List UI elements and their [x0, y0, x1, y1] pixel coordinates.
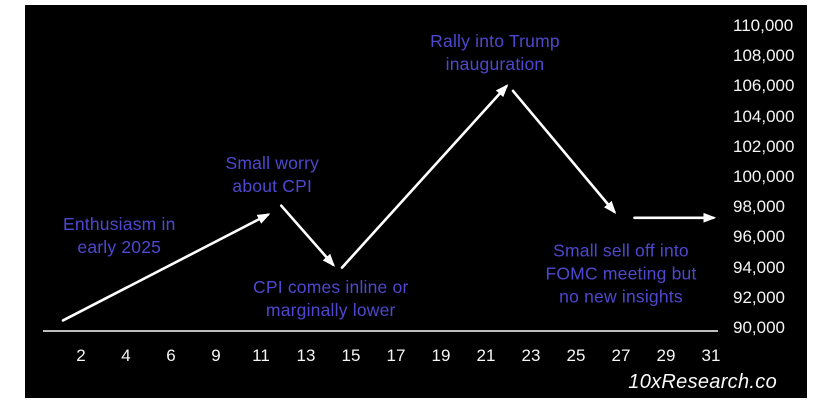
- x-tick-label-25: 25: [566, 346, 586, 365]
- x-tick-label-27: 27: [611, 346, 631, 365]
- x-tick-label-19: 19: [431, 346, 451, 365]
- annotation-line: Small worry: [225, 153, 320, 174]
- annotation-line: Rally into Trump: [430, 31, 560, 52]
- trend-arrow-rally-into-inauguration: [340, 84, 509, 269]
- annotation-line: marginally lower: [265, 300, 396, 321]
- annotation-line: FOMC meeting but: [545, 263, 697, 284]
- x-tick-label-17: 17: [386, 346, 406, 365]
- annotation-fomc-selloff: Small sell off into FOMC meeting but no ne…: [545, 239, 696, 308]
- x-tick-label-23: 23: [521, 346, 541, 365]
- annotation-line: inauguration: [445, 54, 545, 75]
- y-tick-label-90000: 90,000: [733, 318, 785, 337]
- x-tick-label-15: 15: [341, 346, 361, 365]
- annotation-enthusiasm: Enthusiasm in early 2025: [63, 213, 176, 259]
- y-tick-label-106000: 106,000: [733, 76, 795, 96]
- annotation-line: Small sell off into: [553, 240, 689, 261]
- y-tick-label-104000: 104,000: [733, 106, 795, 126]
- y-tick-label-98000: 98,000: [733, 197, 785, 217]
- x-tick-label-29: 29: [656, 346, 676, 365]
- x-tick-label-11: 11: [252, 346, 270, 365]
- annotation-line: about CPI: [232, 176, 313, 197]
- y-tick-label-102000: 102,000: [733, 136, 795, 156]
- x-tick-label-13: 13: [296, 346, 316, 365]
- y-tick-label-96000: 96,000: [733, 227, 785, 247]
- trend-arrow-cpi-dip: [279, 204, 335, 267]
- y-tick-label-108000: 108,000: [733, 46, 795, 66]
- chart-panel: Enthusiasm in early 2025 Small worry about …: [25, 5, 807, 398]
- annotation-line: CPI comes inline or: [252, 277, 409, 298]
- trend-arrow-rise-early-january: [61, 213, 271, 322]
- x-tick-label-6: 6: [166, 346, 176, 365]
- x-tick-label-4: 4: [121, 346, 131, 365]
- y-tick-label-100000: 100,000: [733, 167, 795, 186]
- x-tick-label-21: 21: [476, 346, 496, 365]
- y-tick-label-94000: 94,000: [733, 257, 785, 277]
- annotation-rally-trump: Rally into Trump inauguration: [430, 30, 560, 76]
- x-tick-label-31: 31: [701, 346, 721, 365]
- annotation-line: early 2025: [77, 236, 162, 257]
- annotation-small-worry-cpi: Small worry about CPI: [225, 152, 319, 198]
- y-tick-label-110000: 110,000: [733, 16, 794, 35]
- trend-arrow-post-peak-sell-off: [511, 89, 617, 215]
- annotation-cpi-inline: CPI comes inline or marginally lower: [253, 276, 409, 322]
- y-tick-label-92000: 92,000: [733, 287, 785, 307]
- x-tick-label-2: 2: [76, 346, 86, 365]
- x-tick-label-9: 9: [211, 346, 221, 365]
- annotation-line: Enthusiasm in: [62, 213, 176, 234]
- watermark: 10xResearch.co: [628, 371, 777, 393]
- annotation-line: no new insights: [559, 286, 683, 307]
